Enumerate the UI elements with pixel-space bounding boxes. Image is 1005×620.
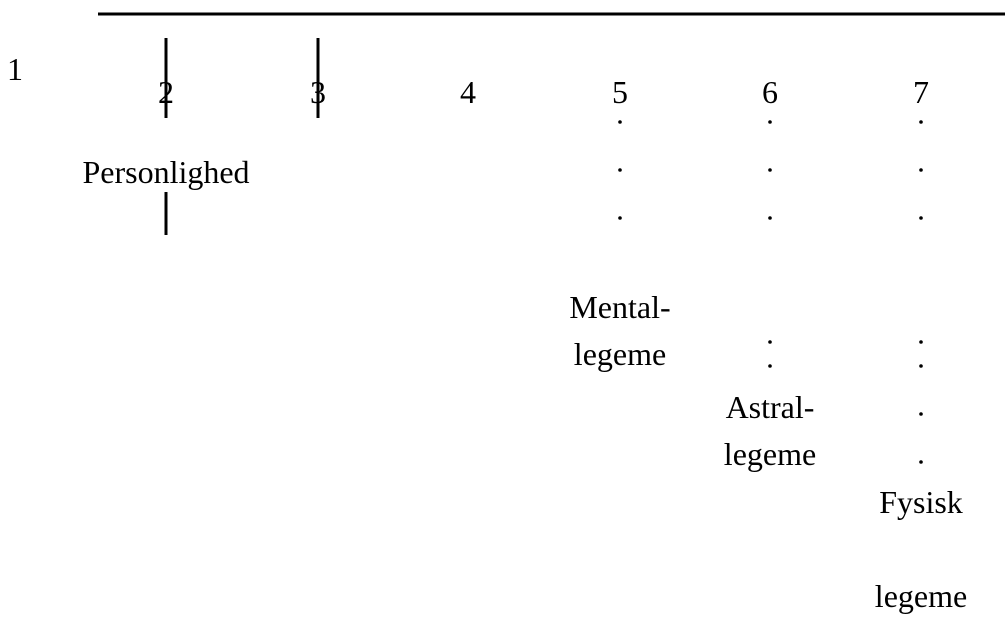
dot xyxy=(768,120,772,124)
level-number: 3 xyxy=(310,74,326,110)
dot xyxy=(919,364,923,368)
dot xyxy=(618,120,622,124)
label: legeme xyxy=(574,336,666,372)
dot xyxy=(768,216,772,220)
dot xyxy=(768,340,772,344)
label: Fysisk xyxy=(879,484,963,520)
level-number: 2 xyxy=(158,74,174,110)
label: legeme xyxy=(724,436,816,472)
label: Personlighed xyxy=(82,154,249,190)
label: Mental- xyxy=(569,289,670,325)
dot xyxy=(919,460,923,464)
level-number: 6 xyxy=(762,74,778,110)
dots xyxy=(618,120,923,464)
level-number: 7 xyxy=(913,74,929,110)
dot xyxy=(768,364,772,368)
level-number: 5 xyxy=(612,74,628,110)
level-number: 4 xyxy=(460,74,476,110)
dot xyxy=(618,216,622,220)
dot xyxy=(919,120,923,124)
dot xyxy=(919,216,923,220)
dot xyxy=(618,168,622,172)
label: Astral- xyxy=(726,389,815,425)
dot xyxy=(919,168,923,172)
dot xyxy=(919,412,923,416)
level-number: 1 xyxy=(7,51,23,87)
label: legeme xyxy=(875,578,967,614)
dot xyxy=(768,168,772,172)
dot xyxy=(919,340,923,344)
